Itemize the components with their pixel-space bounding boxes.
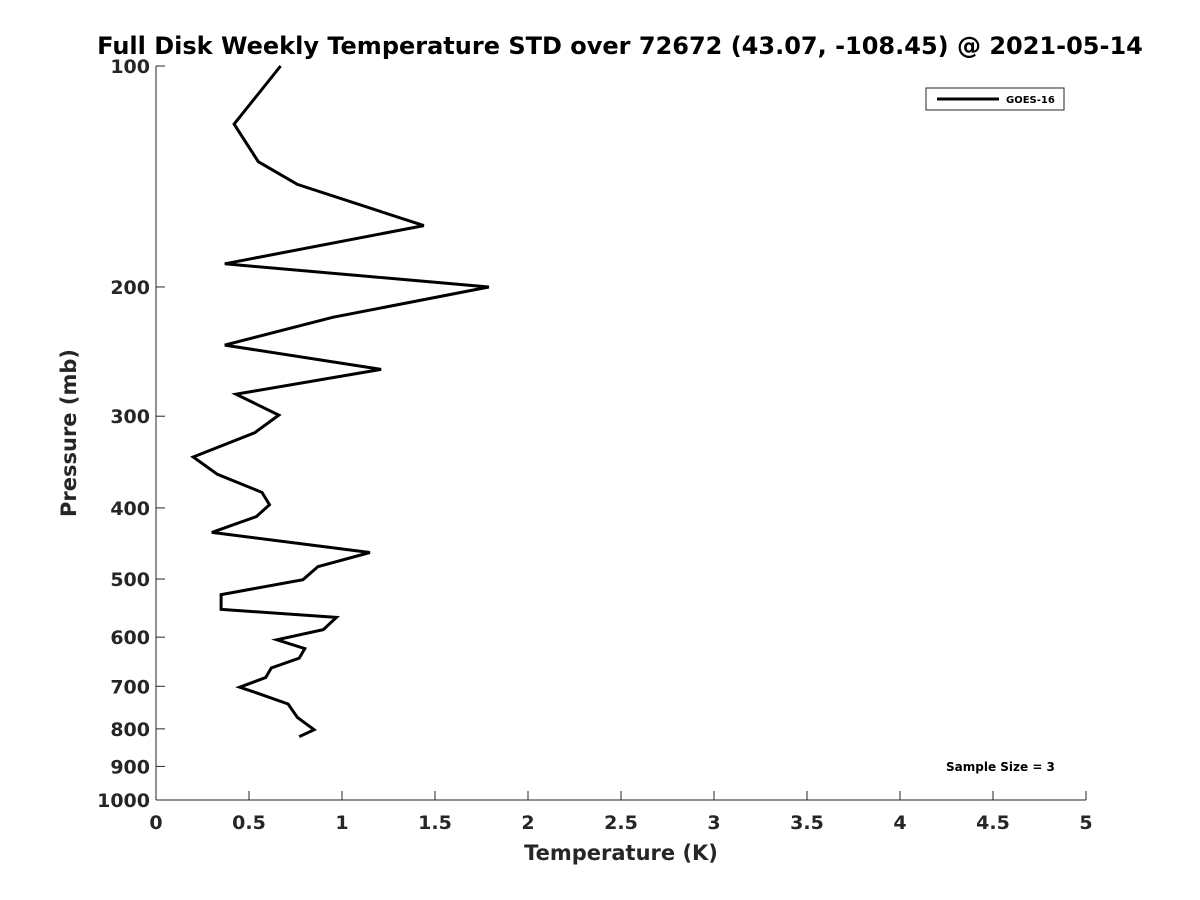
y-tick-label: 200: [110, 277, 150, 299]
y-tick-label: 900: [110, 756, 150, 778]
y-tick-label: 500: [110, 569, 150, 591]
x-tick-label: 4: [893, 812, 906, 834]
x-tick-label: 5: [1079, 812, 1092, 834]
x-tick-label: 3.5: [790, 812, 824, 834]
y-axis-label: Pressure (mb): [57, 349, 81, 517]
y-tick-label: 100: [110, 56, 150, 78]
chart-title: Full Disk Weekly Temperature STD over 72…: [97, 32, 1143, 60]
series-group: [190, 65, 490, 739]
x-tick-label: 4.5: [976, 812, 1010, 834]
legend-entry-goes-16: GOES-16: [1006, 95, 1055, 106]
x-tick-label: 2.5: [604, 812, 638, 834]
y-tick-label: 300: [110, 406, 150, 428]
x-tick-label: 0.5: [232, 812, 266, 834]
x-tick-label: 2: [521, 812, 534, 834]
x-tick-label: 1.5: [418, 812, 452, 834]
sample-size-annotation: Sample Size = 3: [946, 760, 1055, 774]
series-line-goes-16: [190, 65, 490, 739]
y-tick-label: 800: [110, 719, 150, 741]
y-tick-label: 400: [110, 498, 150, 520]
axes: [155, 66, 1086, 801]
x-axis-label: Temperature (K): [524, 841, 718, 865]
x-tick-label: 0: [149, 812, 162, 834]
y-tick-label: 600: [110, 627, 150, 649]
y-tick-label: 700: [110, 676, 150, 698]
x-tick-label: 1: [335, 812, 348, 834]
y-ticks: 100 200 300 400 500 600 700 800 900 1000: [97, 56, 165, 812]
y-tick-label: 1000: [97, 790, 150, 812]
legend: GOES-16: [925, 87, 1065, 111]
x-tick-label: 3: [707, 812, 720, 834]
x-ticks: 0 0.5 1 1.5 2 2.5 3 3.5 4 4.5 5: [149, 791, 1093, 834]
